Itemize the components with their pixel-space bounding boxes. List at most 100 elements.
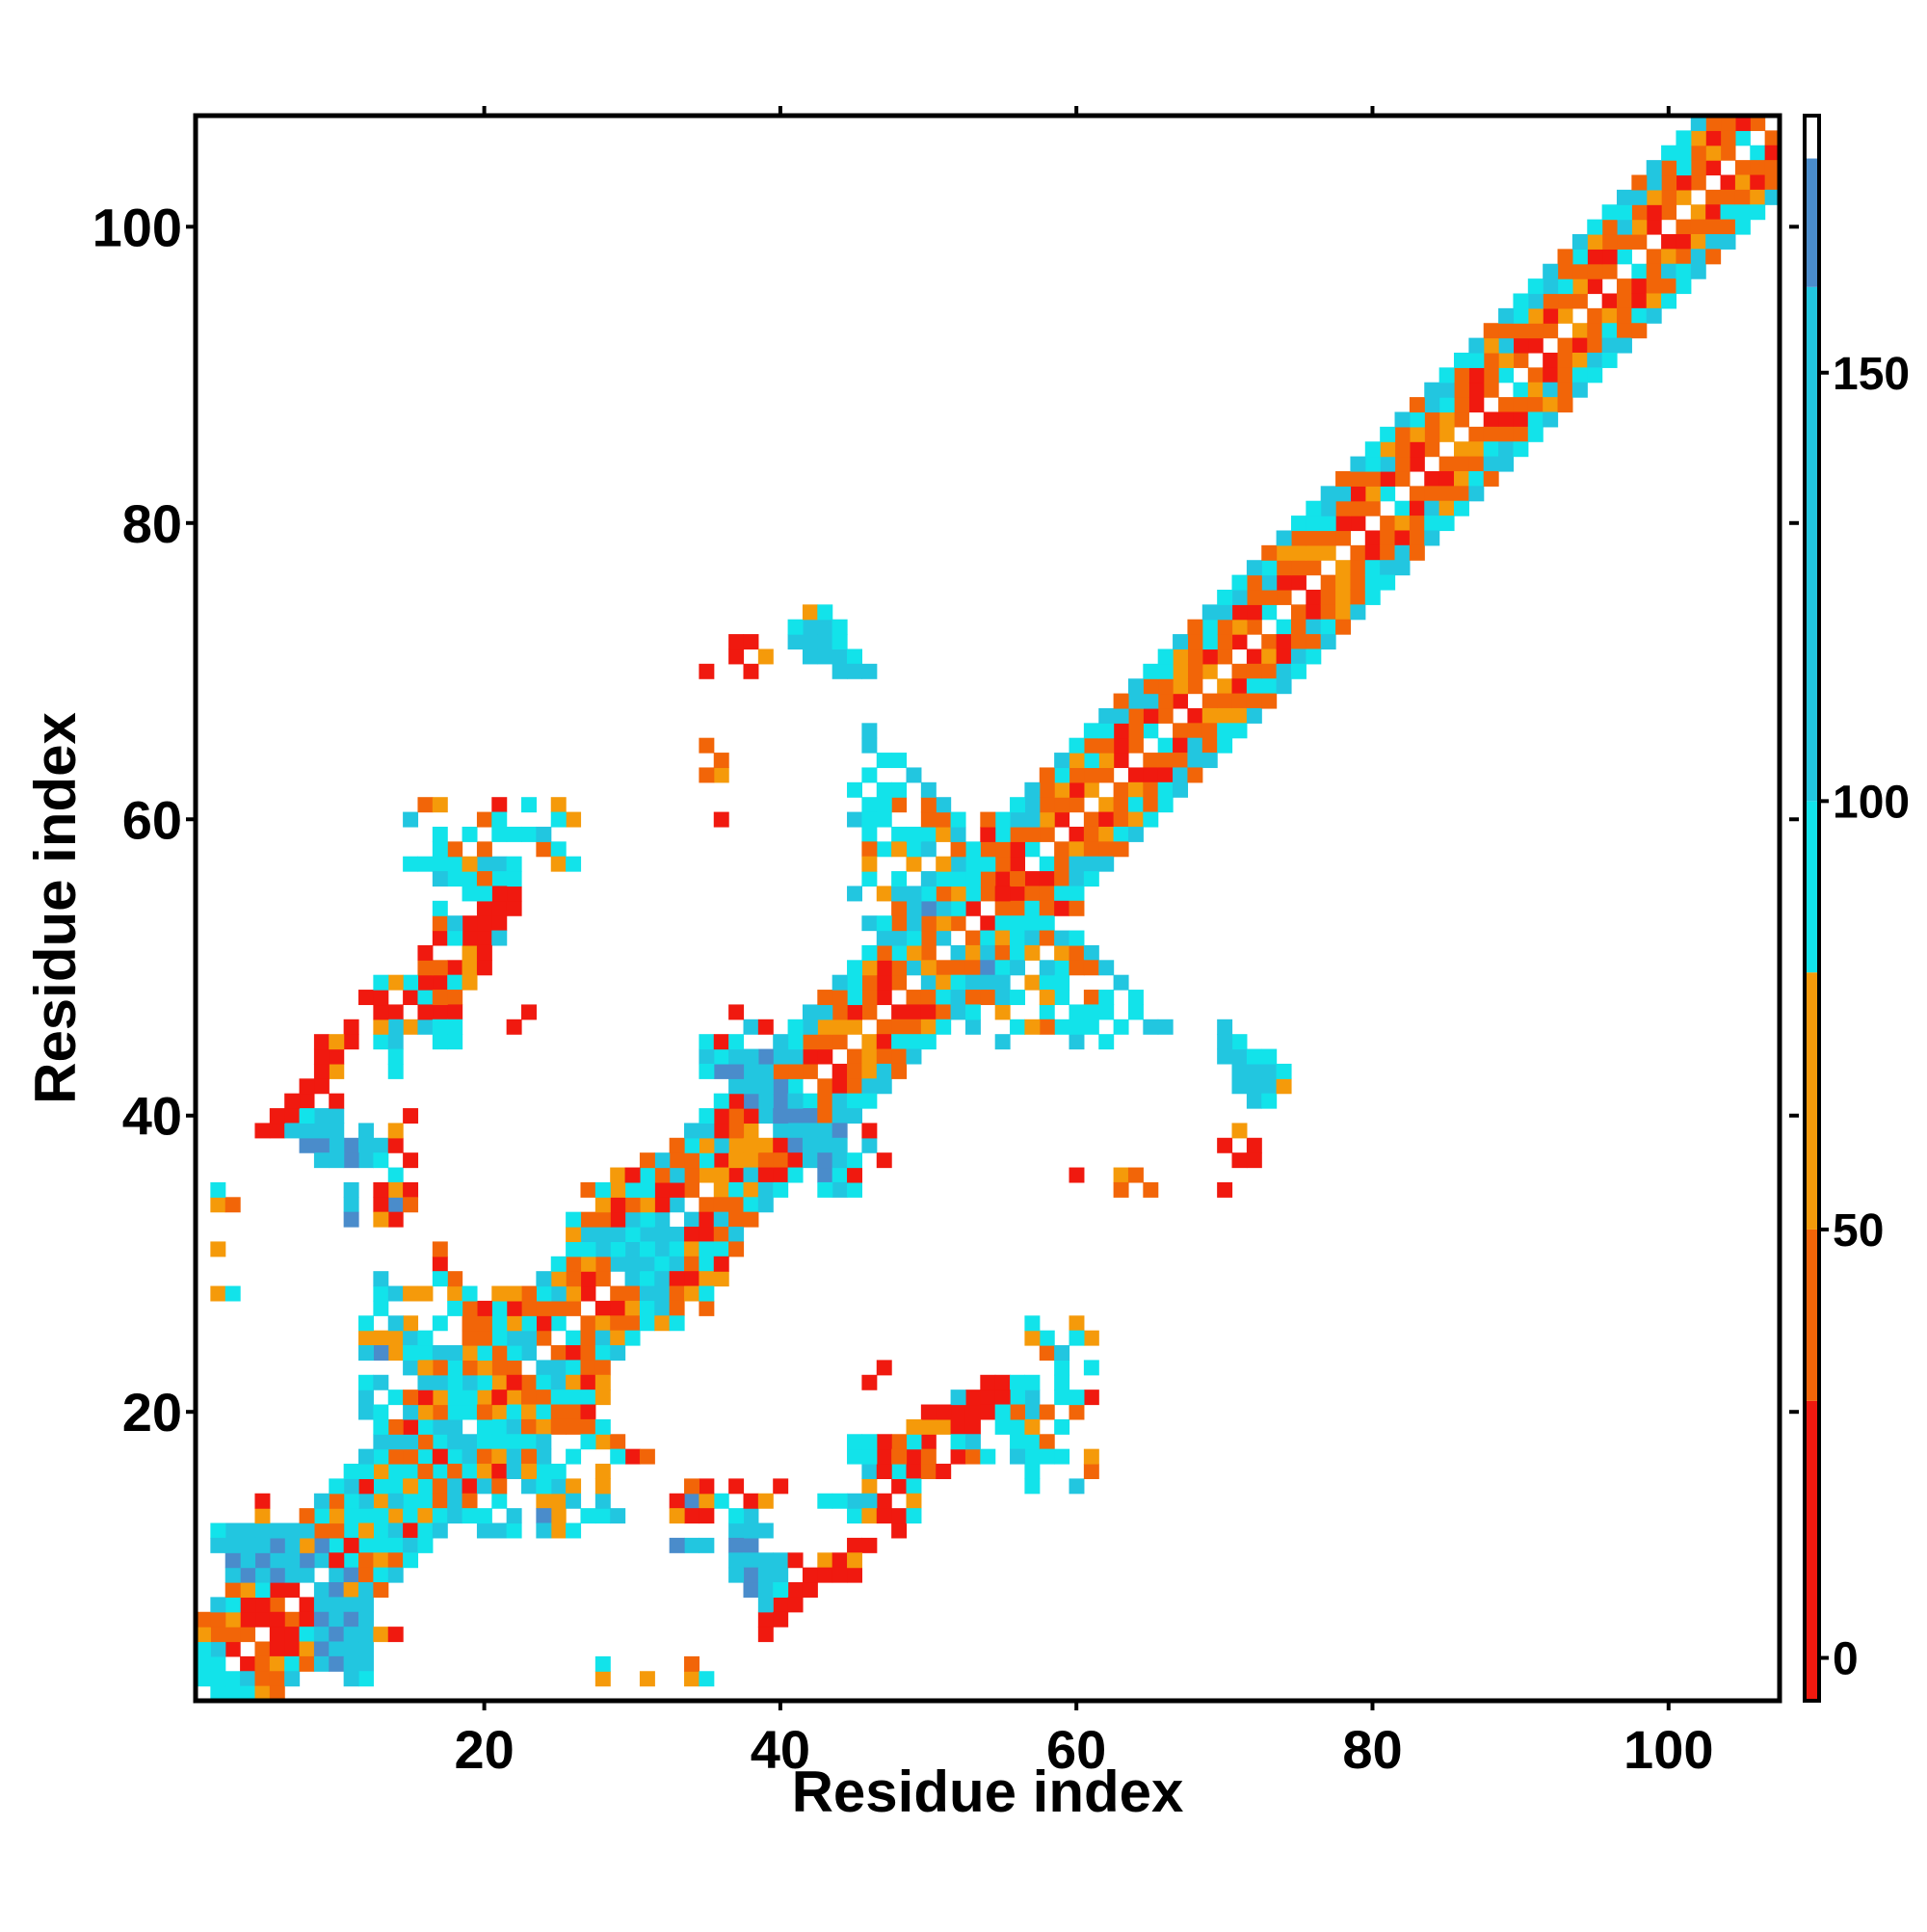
heatmap-cell bbox=[1350, 604, 1366, 621]
heatmap-cell bbox=[1380, 530, 1396, 546]
heatmap-cell bbox=[654, 1152, 671, 1169]
heatmap-cell bbox=[847, 1019, 862, 1035]
heatmap-cell bbox=[387, 1197, 404, 1213]
heatmap-cell bbox=[847, 781, 862, 798]
heatmap-cell bbox=[876, 811, 892, 828]
heatmap-cell bbox=[432, 1374, 448, 1390]
heatmap-cell bbox=[1024, 1330, 1041, 1346]
heatmap-cell bbox=[313, 1123, 330, 1139]
heatmap-cell bbox=[1587, 233, 1603, 250]
heatmap-cell bbox=[802, 604, 818, 621]
heatmap-cell bbox=[196, 1627, 211, 1643]
heatmap-cell bbox=[817, 1552, 833, 1569]
heatmap-cell bbox=[387, 1493, 404, 1509]
heatmap-cell bbox=[980, 856, 996, 872]
heatmap-cell bbox=[1231, 693, 1248, 709]
heatmap-cell bbox=[1039, 886, 1055, 902]
heatmap-cell bbox=[817, 619, 833, 635]
heatmap-cell bbox=[506, 1522, 522, 1539]
heatmap-cell bbox=[639, 1152, 655, 1169]
heatmap-cell bbox=[994, 990, 1011, 1006]
heatmap-cell bbox=[1187, 619, 1203, 635]
heatmap-cell bbox=[802, 1582, 818, 1598]
heatmap-cell bbox=[1646, 219, 1662, 235]
heatmap-cell bbox=[1217, 707, 1233, 724]
heatmap-cell bbox=[1010, 856, 1026, 872]
heatmap-cell bbox=[387, 1137, 404, 1153]
heatmap-cell bbox=[1231, 634, 1248, 650]
heatmap-cell bbox=[594, 1197, 611, 1213]
heatmap-cell bbox=[847, 974, 862, 991]
heatmap-cell bbox=[964, 1389, 981, 1406]
heatmap-cell bbox=[566, 1374, 582, 1390]
heatmap-cell bbox=[566, 1285, 582, 1302]
heatmap-cell bbox=[964, 841, 981, 858]
heatmap-cell bbox=[713, 1048, 729, 1065]
heatmap-cell bbox=[1231, 619, 1248, 635]
heatmap-cell bbox=[994, 944, 1011, 961]
heatmap-cell bbox=[1083, 944, 1099, 961]
heatmap-cell bbox=[1690, 233, 1706, 250]
heatmap-cell bbox=[728, 1552, 745, 1569]
heatmap-cell bbox=[240, 1552, 256, 1569]
heatmap-cell bbox=[773, 1167, 789, 1183]
heatmap-cell bbox=[1290, 574, 1307, 591]
heatmap-cell bbox=[669, 1181, 685, 1198]
heatmap-cell bbox=[1468, 337, 1485, 354]
heatmap-cell bbox=[358, 1345, 374, 1361]
heatmap-cell bbox=[1661, 189, 1677, 205]
heatmap-cell bbox=[1157, 707, 1174, 724]
heatmap-cell bbox=[1083, 990, 1099, 1006]
heatmap-cell bbox=[1054, 841, 1070, 858]
heatmap-cell bbox=[594, 1374, 611, 1390]
heatmap-cell bbox=[1661, 233, 1677, 250]
heatmap-cell bbox=[950, 915, 966, 932]
heatmap-cell bbox=[802, 1123, 818, 1139]
heatmap-cell bbox=[1587, 249, 1603, 265]
heatmap-cell bbox=[891, 1063, 908, 1079]
heatmap-cell bbox=[1320, 634, 1336, 650]
heatmap-cell bbox=[1054, 930, 1070, 946]
heatmap-cell bbox=[1054, 781, 1070, 798]
heatmap-cell bbox=[1571, 337, 1588, 354]
heatmap-cell bbox=[432, 1360, 448, 1376]
heatmap-cell bbox=[699, 1048, 715, 1065]
heatmap-cell bbox=[387, 1167, 404, 1183]
heatmap-cell bbox=[343, 1211, 359, 1228]
heatmap-cell bbox=[1661, 174, 1677, 191]
heatmap-cell bbox=[1231, 723, 1248, 739]
heatmap-cell bbox=[1173, 737, 1189, 754]
heatmap-cell bbox=[491, 1374, 508, 1390]
heatmap-cell bbox=[994, 960, 1011, 976]
heatmap-cell bbox=[624, 1227, 641, 1243]
heatmap-cell bbox=[847, 1078, 862, 1095]
heatmap-cell bbox=[1350, 544, 1366, 561]
heatmap-cell bbox=[299, 1093, 315, 1109]
heatmap-cell bbox=[447, 1464, 463, 1479]
heatmap-cell bbox=[1439, 500, 1455, 516]
heatmap-cell bbox=[343, 1034, 359, 1050]
heatmap-cell bbox=[358, 1389, 374, 1406]
heatmap-cell bbox=[1734, 130, 1751, 146]
heatmap-cell bbox=[1054, 1389, 1070, 1406]
heatmap-cell bbox=[1587, 337, 1603, 354]
heatmap-cell bbox=[521, 1004, 537, 1020]
heatmap-cell bbox=[491, 1389, 508, 1406]
heatmap-cell bbox=[743, 634, 759, 650]
heatmap-cell bbox=[462, 1285, 478, 1302]
heatmap-cell bbox=[1024, 1404, 1041, 1420]
heatmap-cell bbox=[994, 930, 1011, 946]
heatmap-cell bbox=[1320, 589, 1336, 605]
heatmap-cell bbox=[699, 1300, 715, 1316]
heatmap-cell bbox=[1113, 841, 1129, 858]
heatmap-cell bbox=[920, 930, 937, 946]
heatmap-cell bbox=[462, 1434, 478, 1450]
heatmap-cell bbox=[684, 1671, 700, 1687]
heatmap-cell bbox=[506, 1508, 522, 1524]
heatmap-cell bbox=[950, 886, 966, 902]
heatmap-cell bbox=[329, 1655, 345, 1672]
heatmap-cell bbox=[861, 723, 878, 739]
heatmap-cell bbox=[1335, 530, 1352, 546]
heatmap-cell bbox=[802, 1093, 818, 1109]
heatmap-cell bbox=[654, 1315, 671, 1332]
